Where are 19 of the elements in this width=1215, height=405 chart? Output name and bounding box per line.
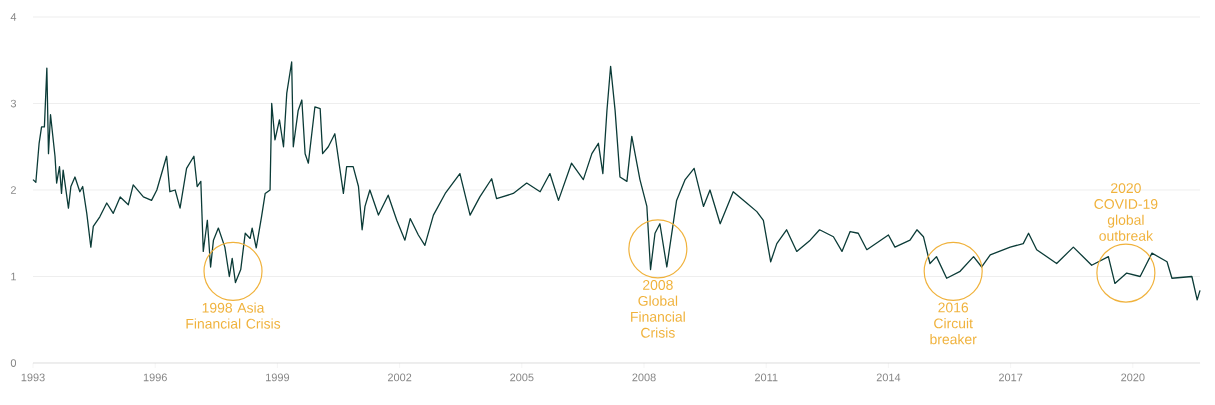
y-tick-label: 4 — [10, 13, 17, 21]
annotation: 2016 Circuit breaker — [930, 302, 977, 345]
x-tick-label: 2017 — [998, 373, 1023, 382]
x-tick-label: 2020 — [1121, 373, 1145, 382]
x-tick-label: 1999 — [266, 373, 290, 382]
y-tick-label: 0 — [10, 359, 17, 367]
x-tick-label: 2005 — [510, 373, 534, 382]
x-tick-label: 2002 — [387, 373, 412, 382]
y-tick-label: 2 — [10, 186, 16, 194]
y-tick-label: 1 — [11, 272, 16, 281]
annotation: 2008 Global Financial Crisis — [631, 280, 685, 338]
x-tick-label: 2008 — [632, 373, 656, 382]
x-tick-label: 1993 — [21, 373, 45, 382]
annotation: 2020 COVID-19 global outbreak — [1094, 183, 1158, 241]
x-tick-label: 2014 — [876, 373, 901, 382]
y-tick-label: 3 — [10, 99, 17, 108]
annotation: 1998 Asia Financial Crisis — [186, 302, 281, 329]
x-tick-label: 2011 — [754, 373, 778, 382]
x-tick-label: 1996 — [143, 373, 167, 382]
